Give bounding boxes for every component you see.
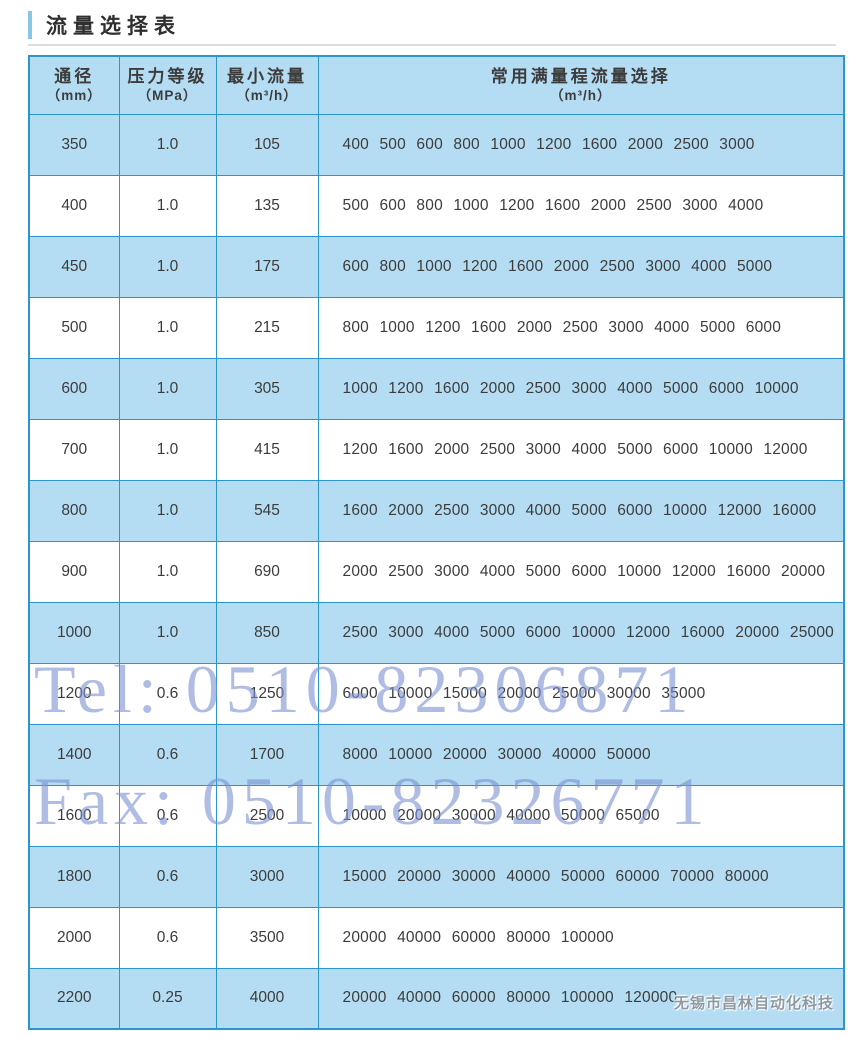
cell-diameter: 700 [28,418,120,481]
cell-diameter: 900 [28,540,120,603]
cell-min-flow: 4000 [215,967,319,1030]
cell-min-flow: 305 [215,357,319,420]
cell-pressure: 1.0 [118,113,217,176]
table-row: 1400 0.6 1700 8000 10000 20000 30000 400… [28,723,845,786]
cell-pressure: 0.6 [118,723,217,786]
table-row: 900 1.0 690 2000 2500 3000 4000 5000 600… [28,540,845,603]
cell-min-flow: 2500 [215,784,319,847]
cell-min-flow: 215 [215,296,319,359]
cell-full-scale-flows: 2000 2500 3000 4000 5000 6000 10000 1200… [317,540,845,603]
cell-diameter: 500 [28,296,120,359]
table-row: 400 1.0 135 500 600 800 1000 1200 1600 2… [28,174,845,237]
table-header-row: 通径 （mm） 压力等级 （MPa） 最小流量 （m³/h） 常用满量程流量选择… [28,55,845,115]
cell-pressure: 1.0 [118,540,217,603]
cell-min-flow: 135 [215,174,319,237]
cell-pressure: 0.25 [118,967,217,1030]
section-title-block: 流量选择表 [28,10,181,40]
cell-min-flow: 3000 [215,845,319,908]
cell-pressure: 1.0 [118,174,217,237]
page-title: 流量选择表 [46,15,181,38]
cell-min-flow: 1250 [215,662,319,725]
table-row: 1600 0.6 2500 10000 20000 30000 40000 50… [28,784,845,847]
table-row: 1200 0.6 1250 6000 10000 15000 20000 250… [28,662,845,725]
table-row: 450 1.0 175 600 800 1000 1200 1600 2000 … [28,235,845,298]
cell-pressure: 1.0 [118,296,217,359]
cell-full-scale-flows: 20000 40000 60000 80000 100000 120000 [317,967,845,1030]
table-row: 1000 1.0 850 2500 3000 4000 5000 6000 10… [28,601,845,664]
cell-pressure: 1.0 [118,235,217,298]
cell-min-flow: 3500 [215,906,319,969]
cell-diameter: 2000 [28,906,120,969]
table-row: 2200 0.25 4000 20000 40000 60000 80000 1… [28,967,845,1030]
cell-pressure: 1.0 [118,418,217,481]
cell-full-scale-flows: 1200 1600 2000 2500 3000 4000 5000 6000 … [317,418,845,481]
table-row: 2000 0.6 3500 20000 40000 60000 80000 10… [28,906,845,969]
flow-table-body: 350 1.0 105 400 500 600 800 1000 1200 16… [28,113,845,1030]
table-row: 600 1.0 305 1000 1200 1600 2000 2500 300… [28,357,845,420]
cell-full-scale-flows: 600 800 1000 1200 1600 2000 2500 3000 40… [317,235,845,298]
cell-pressure: 0.6 [118,845,217,908]
title-underline [28,44,836,46]
header-min-flow: 最小流量 （m³/h） [215,55,319,115]
cell-diameter: 1400 [28,723,120,786]
table-row: 350 1.0 105 400 500 600 800 1000 1200 16… [28,113,845,176]
header-pressure: 压力等级 （MPa） [118,55,217,115]
cell-pressure: 0.6 [118,662,217,725]
cell-full-scale-flows: 400 500 600 800 1000 1200 1600 2000 2500… [317,113,845,176]
table-row: 700 1.0 415 1200 1600 2000 2500 3000 400… [28,418,845,481]
cell-diameter: 1000 [28,601,120,664]
cell-diameter: 450 [28,235,120,298]
flow-selection-table: 通径 （mm） 压力等级 （MPa） 最小流量 （m³/h） 常用满量程流量选择… [28,55,845,1030]
cell-min-flow: 850 [215,601,319,664]
cell-min-flow: 105 [215,113,319,176]
cell-diameter: 2200 [28,967,120,1030]
cell-full-scale-flows: 8000 10000 20000 30000 40000 50000 [317,723,845,786]
cell-full-scale-flows: 800 1000 1200 1600 2000 2500 3000 4000 5… [317,296,845,359]
cell-min-flow: 175 [215,235,319,298]
cell-pressure: 0.6 [118,906,217,969]
cell-pressure: 1.0 [118,601,217,664]
cell-min-flow: 1700 [215,723,319,786]
header-full-scale-flow: 常用满量程流量选择 （m³/h） [317,55,845,115]
table-row: 800 1.0 545 1600 2000 2500 3000 4000 500… [28,479,845,542]
cell-min-flow: 415 [215,418,319,481]
cell-full-scale-flows: 6000 10000 15000 20000 25000 30000 35000 [317,662,845,725]
cell-diameter: 1800 [28,845,120,908]
cell-diameter: 400 [28,174,120,237]
cell-full-scale-flows: 15000 20000 30000 40000 50000 60000 7000… [317,845,845,908]
cell-full-scale-flows: 2500 3000 4000 5000 6000 10000 12000 160… [317,601,845,664]
cell-diameter: 1200 [28,662,120,725]
header-diameter: 通径 （mm） [28,55,120,115]
cell-full-scale-flows: 20000 40000 60000 80000 100000 [317,906,845,969]
table-row: 1800 0.6 3000 15000 20000 30000 40000 50… [28,845,845,908]
cell-full-scale-flows: 10000 20000 30000 40000 50000 65000 [317,784,845,847]
table-row: 500 1.0 215 800 1000 1200 1600 2000 2500… [28,296,845,359]
header-diameter-unit: （mm） [46,87,102,103]
cell-pressure: 1.0 [118,479,217,542]
header-full-scale-flow-unit: （m³/h） [550,87,612,103]
cell-diameter: 350 [28,113,120,176]
cell-min-flow: 690 [215,540,319,603]
header-pressure-unit: （MPa） [137,87,198,103]
cell-full-scale-flows: 500 600 800 1000 1200 1600 2000 2500 300… [317,174,845,237]
cell-diameter: 800 [28,479,120,542]
header-diameter-label: 通径 [54,67,95,87]
header-min-flow-unit: （m³/h） [236,87,298,103]
cell-pressure: 0.6 [118,784,217,847]
header-full-scale-flow-label: 常用满量程流量选择 [490,67,671,87]
cell-full-scale-flows: 1600 2000 2500 3000 4000 5000 6000 10000… [317,479,845,542]
header-pressure-label: 压力等级 [127,67,208,87]
cell-full-scale-flows: 1000 1200 1600 2000 2500 3000 4000 5000 … [317,357,845,420]
cell-diameter: 600 [28,357,120,420]
cell-diameter: 1600 [28,784,120,847]
title-accent-bar [28,11,32,39]
cell-pressure: 1.0 [118,357,217,420]
header-min-flow-label: 最小流量 [227,67,307,87]
cell-min-flow: 545 [215,479,319,542]
